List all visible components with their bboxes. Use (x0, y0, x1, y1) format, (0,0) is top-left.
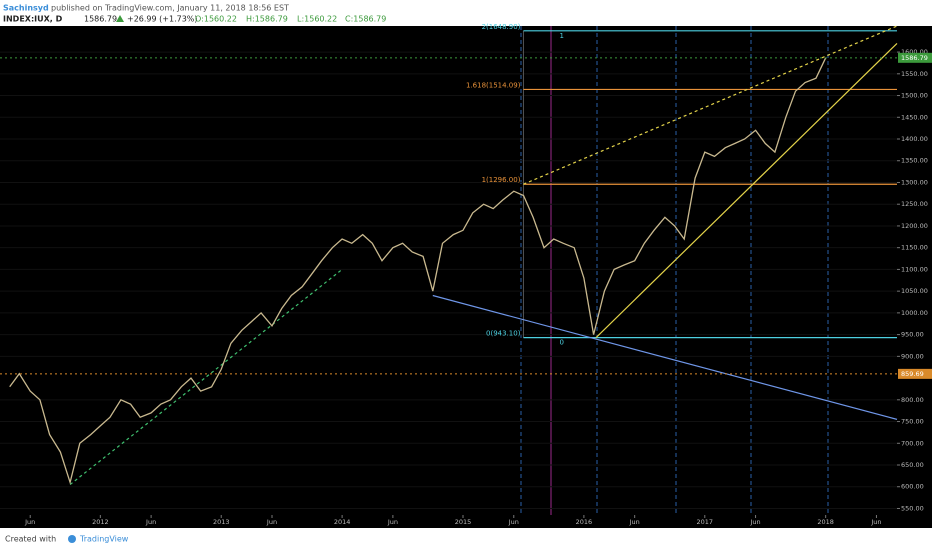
y-tick-label: 1200.00 (901, 222, 928, 230)
time-axis (0, 515, 932, 528)
fib-label: 1(1296.00) (482, 176, 521, 184)
low: L:1560.22 (297, 15, 337, 24)
x-tick-label: 2014 (334, 518, 351, 526)
y-tick-label: 1350.00 (901, 157, 928, 165)
price-tag (898, 368, 932, 379)
x-tick-label: 2013 (213, 518, 230, 526)
brand-logo (68, 535, 76, 543)
price-axis (897, 26, 932, 515)
y-tick-label: 1000.00 (901, 309, 928, 317)
trendline (432, 294, 898, 420)
y-tick-label: 650.00 (901, 461, 924, 469)
y-tick-label: 550.00 (901, 504, 924, 512)
x-tick-label: Jun (749, 518, 760, 526)
last-price: 1586.79 (84, 15, 117, 24)
y-tick-label: 900.00 (901, 352, 924, 360)
y-tick-label: 1600.00 (901, 48, 928, 56)
x-tick-label: Jun (508, 518, 519, 526)
symbol: INDEX:IUX, D (3, 15, 63, 24)
y-tick-label: 700.00 (901, 439, 924, 447)
up-arrow (116, 15, 124, 22)
footer-brand[interactable]: TradingView (79, 535, 129, 544)
price-tag (898, 52, 932, 63)
y-tick-label: 1050.00 (901, 287, 928, 295)
price-line (9, 57, 827, 485)
high: H:1586.79 (246, 15, 288, 24)
x-tick-label: 2018 (817, 518, 834, 526)
price-tag-label: 859.69 (901, 370, 924, 378)
fib-label: 2(1648.90) (482, 23, 521, 31)
x-tick-label: Jun (387, 518, 398, 526)
x-tick-label: 2015 (455, 518, 472, 526)
trendline (595, 42, 898, 339)
y-tick-label: 1550.00 (901, 70, 928, 78)
published: published on TradingView.com, January 11… (51, 4, 289, 13)
x-tick-label: 2012 (92, 518, 109, 526)
y-tick-label: 800.00 (901, 396, 924, 404)
y-tick-label: 1250.00 (901, 200, 928, 208)
trendline (523, 25, 898, 185)
plot-background (0, 26, 897, 515)
trendline (69, 268, 343, 486)
x-tick-label: Jun (870, 518, 881, 526)
y-tick-label: 1300.00 (901, 178, 928, 186)
x-tick-label: Jun (266, 518, 277, 526)
x-tick-label: 2017 (697, 518, 714, 526)
author: Sachinsyd (3, 4, 49, 13)
y-tick-label: 950.00 (901, 331, 924, 339)
x-tick-label: 2016 (576, 518, 593, 526)
y-tick-label: 1450.00 (901, 113, 928, 121)
price-tag-label: 1586.79 (901, 54, 928, 62)
x-tick-label: Jun (145, 518, 156, 526)
open: O:1560.22 (195, 15, 237, 24)
close: C:1586.79 (345, 15, 386, 24)
change: +26.99 (+1.73%) (127, 15, 198, 24)
footer-created: Created with (5, 535, 56, 544)
y-tick-label: 1500.00 (901, 92, 928, 100)
y-tick-label: 750.00 (901, 418, 924, 426)
x-tick-label: Jun (24, 518, 35, 526)
fib-label: 1.618(1514.09) (466, 81, 521, 89)
x-tick-label: Jun (629, 518, 640, 526)
y-tick-label: 600.00 (901, 483, 924, 491)
cycle-label: 1 (559, 32, 563, 40)
y-tick-label: 1100.00 (901, 265, 928, 273)
y-tick-label: 1400.00 (901, 135, 928, 143)
cycle-label: 0 (559, 339, 563, 347)
fib-label: 0(943.10) (486, 330, 521, 338)
y-tick-label: 1150.00 (901, 244, 928, 252)
